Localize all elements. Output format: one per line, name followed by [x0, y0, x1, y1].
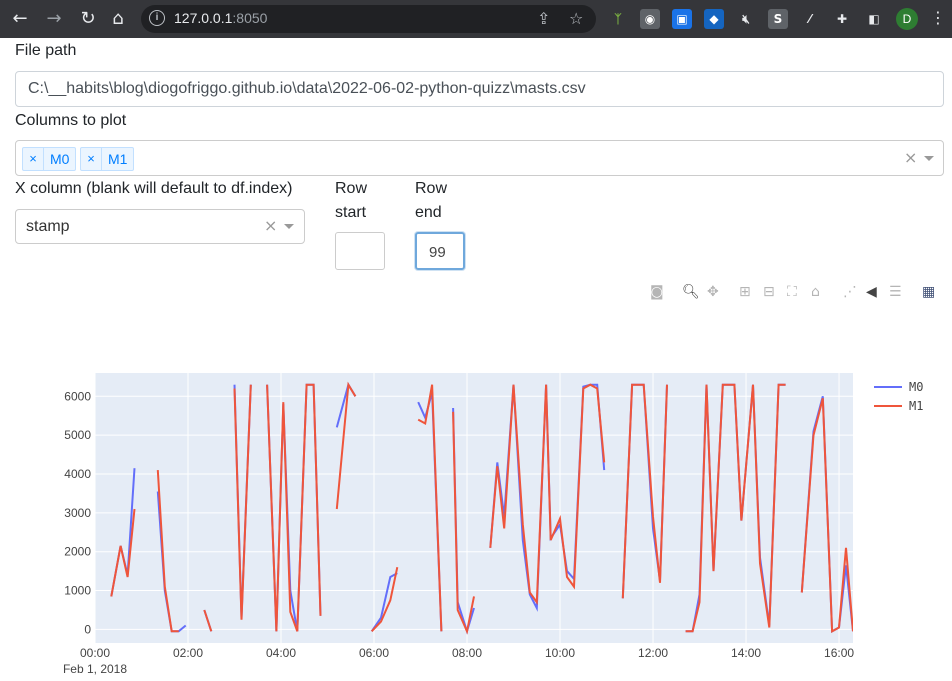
home-icon[interactable]: ⌂: [112, 8, 124, 29]
chevron-down-icon[interactable]: [284, 224, 294, 229]
series-line-m1[interactable]: [417, 384, 443, 632]
mute-icon[interactable]: 🔇︎: [742, 12, 750, 26]
chip-m1: × M1: [80, 147, 135, 171]
url-text: 127.0.0.1:8050: [174, 10, 268, 26]
plotly-logo-icon[interactable]: ▦: [922, 284, 936, 300]
plot-area[interactable]: [95, 373, 853, 643]
y-tick-label: 2000: [64, 545, 91, 559]
line-chart: 0 1000 2000 3000 4000 5000 6000 00:00 02:00 04:0…: [63, 373, 923, 676]
zoom-in-icon[interactable]: ⊞: [739, 284, 751, 300]
series-lines: [110, 381, 867, 635]
series-line-m1[interactable]: [800, 398, 867, 633]
autoscale-icon[interactable]: ⛶: [787, 284, 797, 300]
series-line-m0[interactable]: [370, 572, 398, 632]
x-tick-label: 10:00: [545, 646, 575, 660]
series-line-m1[interactable]: [452, 411, 475, 635]
address-bar[interactable]: i 127.0.0.1:8050 ⇪ ☆: [141, 5, 596, 33]
y-tick-label: 3000: [64, 506, 91, 520]
chip-remove-icon[interactable]: ×: [23, 148, 44, 170]
series-line-m1[interactable]: [110, 508, 136, 597]
site-info-icon[interactable]: i: [149, 10, 165, 26]
row-end-input[interactable]: 99: [415, 232, 465, 270]
x-tick-label: 02:00: [173, 646, 203, 660]
clear-icon[interactable]: ×: [264, 216, 278, 235]
x-axis: 00:00 02:00 04:00 06:00 08:00 10:00 12:00 14:00…: [63, 646, 854, 676]
extension-icon[interactable]: ⁄: [808, 12, 811, 26]
file-path-input[interactable]: C:\__habits\blog\diogofriggo.github.io\d…: [15, 71, 944, 107]
avatar[interactable]: D: [896, 8, 918, 30]
camera-icon[interactable]: ◙: [650, 284, 664, 300]
x-tick-label: 06:00: [359, 646, 389, 660]
back-arrow-icon[interactable]: ←: [12, 8, 28, 29]
row-start-label: start: [335, 204, 367, 221]
y-axis: 0 1000 2000 3000 4000 5000 6000: [64, 389, 91, 636]
series-line-m1[interactable]: [685, 383, 786, 633]
chip-label: M0: [50, 151, 70, 167]
chip-label: M1: [108, 151, 128, 167]
reset-axes-icon[interactable]: ⌂: [811, 284, 820, 300]
x-tick-label: 08:00: [452, 646, 482, 660]
legend-label[interactable]: M1: [909, 399, 923, 413]
x-column-value: stamp: [26, 218, 70, 235]
spike-lines-icon[interactable]: ⋰: [843, 284, 857, 300]
clear-icon[interactable]: ×: [904, 148, 918, 167]
row-start-label: Row: [335, 180, 368, 197]
reload-icon[interactable]: ↻: [80, 8, 96, 29]
extension-icon[interactable]: S: [768, 9, 788, 29]
x-tick-label: 14:00: [731, 646, 761, 660]
series-line-m1[interactable]: [156, 470, 179, 633]
y-tick-label: 4000: [64, 467, 91, 481]
x-tick-label: 12:00: [638, 646, 668, 660]
series-line-m1[interactable]: [489, 383, 606, 606]
y-tick-label: 6000: [64, 389, 91, 403]
forward-arrow-icon[interactable]: →: [46, 8, 62, 29]
columns-multiselect[interactable]: × M0 × M1 ×: [15, 140, 944, 176]
y-tick-label: 5000: [64, 428, 91, 442]
extension-icon[interactable]: ᛉ: [614, 12, 622, 26]
browser-toolbar: ← → ↻ ⌂ i 127.0.0.1:8050 ⇪ ☆ ᛉ ◉ ▣ ◆ 🔇︎ …: [0, 0, 952, 38]
x-tick-label: 04:00: [266, 646, 296, 660]
x-date-label: Feb 1, 2018: [63, 662, 127, 676]
puzzle-icon[interactable]: ✚: [836, 12, 848, 26]
hover-closest-icon[interactable]: ◀: [866, 284, 877, 300]
zoom-icon[interactable]: 🔍︎: [682, 284, 700, 300]
extension-icon[interactable]: ▣: [672, 9, 692, 29]
series-line-m1[interactable]: [233, 384, 252, 620]
x-tick-label: 00:00: [80, 646, 110, 660]
series-line-m1[interactable]: [621, 383, 668, 599]
chip-m0: × M0: [22, 147, 77, 171]
row-end-label: end: [415, 204, 442, 221]
menu-icon[interactable]: ⋮: [930, 10, 946, 27]
hover-compare-icon[interactable]: ☰: [889, 284, 902, 300]
series-line-m1[interactable]: [203, 609, 213, 632]
legend-label[interactable]: M0: [909, 380, 923, 394]
side-panel-icon[interactable]: ◧: [868, 12, 880, 26]
pan-icon[interactable]: ✥: [707, 284, 719, 300]
share-icon[interactable]: ⇪: [537, 9, 551, 28]
x-column-label: X column (blank will default to df.index…: [15, 180, 293, 197]
extension-icon[interactable]: ◆: [704, 9, 724, 29]
series-line-m1[interactable]: [370, 566, 399, 632]
y-tick-label: 1000: [64, 584, 91, 598]
columns-label: Columns to plot: [15, 112, 127, 129]
x-column-dropdown[interactable]: stamp ×: [15, 209, 305, 244]
row-end-label: Row: [415, 180, 448, 197]
zoom-out-icon[interactable]: ⊟: [763, 284, 775, 300]
bookmark-star-icon[interactable]: ☆: [569, 9, 584, 28]
x-tick-label: 16:00: [824, 646, 854, 660]
chip-remove-icon[interactable]: ×: [81, 148, 102, 170]
y-tick-label: 0: [84, 622, 91, 636]
extension-icon[interactable]: ◉: [640, 9, 660, 29]
file-path-label: File path: [15, 42, 77, 59]
row-start-input[interactable]: [335, 232, 385, 270]
series-line-m1[interactable]: [335, 381, 357, 510]
chevron-down-icon[interactable]: [924, 156, 934, 161]
series-line-m1[interactable]: [266, 383, 322, 632]
